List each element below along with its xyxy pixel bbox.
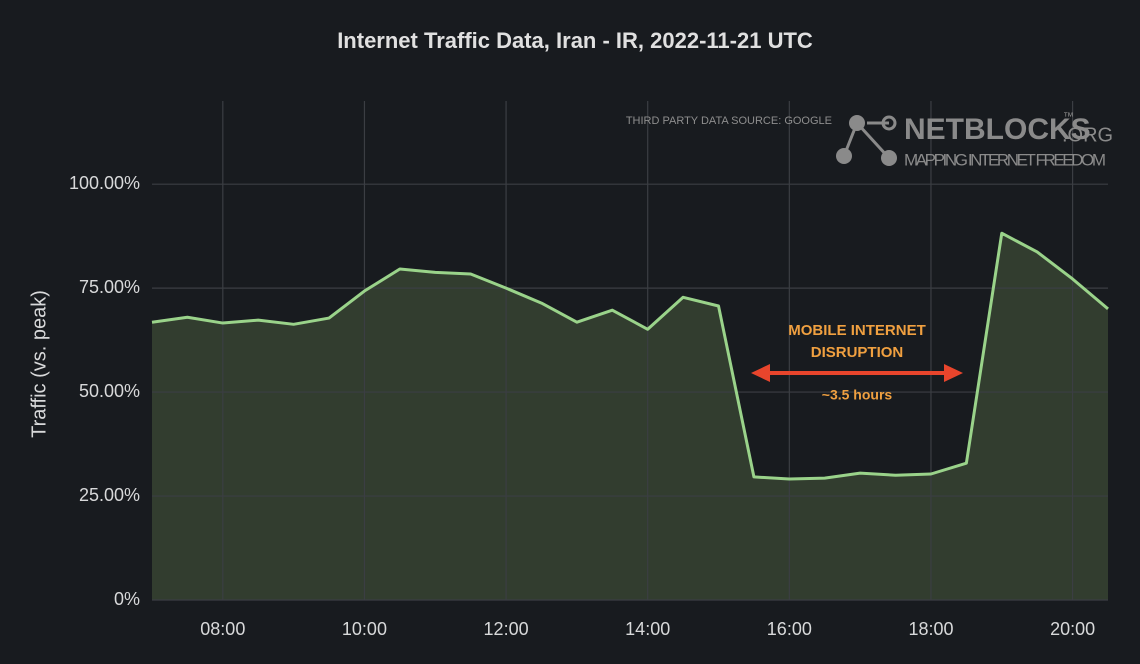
x-tick-label: 08:00 bbox=[200, 619, 245, 639]
source-note: THIRD PARTY DATA SOURCE: GOOGLE bbox=[626, 115, 832, 127]
logo: THIRD PARTY DATA SOURCE: GOOGLE NETBLOCK… bbox=[626, 111, 1113, 170]
annotation-text: DISRUPTION bbox=[811, 344, 904, 361]
traffic-line bbox=[151, 231, 1109, 481]
annotation-text: MOBILE INTERNET bbox=[788, 322, 926, 339]
chart-title: Internet Traffic Data, Iran - IR, 2022-1… bbox=[337, 28, 813, 53]
y-axis-label: Traffic (vs. peak) bbox=[28, 290, 50, 438]
logo-trademark: ™ bbox=[1063, 111, 1074, 123]
logo-suffix: .ORG bbox=[1062, 124, 1113, 146]
x-tick-label: 20:00 bbox=[1050, 619, 1095, 639]
annotation: MOBILE INTERNET DISRUPTION ~3.5 hours bbox=[751, 322, 963, 403]
logo-icon bbox=[836, 115, 897, 166]
arrow-head bbox=[944, 364, 963, 382]
x-tick-label: 10:00 bbox=[342, 619, 387, 639]
logo-tagline: MAPPING INTERNET FREEDOM bbox=[904, 150, 1106, 169]
annotation-duration: ~3.5 hours bbox=[822, 387, 893, 403]
plot-area: 0% 25.00% 50.00% 75.00% 100.00% 08:00 10:00 12:… bbox=[69, 101, 1109, 639]
x-tick-label: 16:00 bbox=[767, 619, 812, 639]
y-tick-label: 50.00% bbox=[79, 381, 140, 401]
arrow-head bbox=[751, 364, 770, 382]
logo-name: NETBLOCKS bbox=[904, 113, 1091, 146]
x-tick-label: 14:00 bbox=[625, 619, 670, 639]
y-tick-label: 0% bbox=[114, 589, 140, 609]
x-tick-label: 12:00 bbox=[484, 619, 529, 639]
y-tick-label: 75.00% bbox=[79, 277, 140, 297]
area-fill bbox=[152, 233, 1108, 601]
x-tick-label: 18:00 bbox=[908, 619, 953, 639]
y-tick-label: 25.00% bbox=[79, 485, 140, 505]
y-tick-label: 100.00% bbox=[69, 173, 140, 193]
